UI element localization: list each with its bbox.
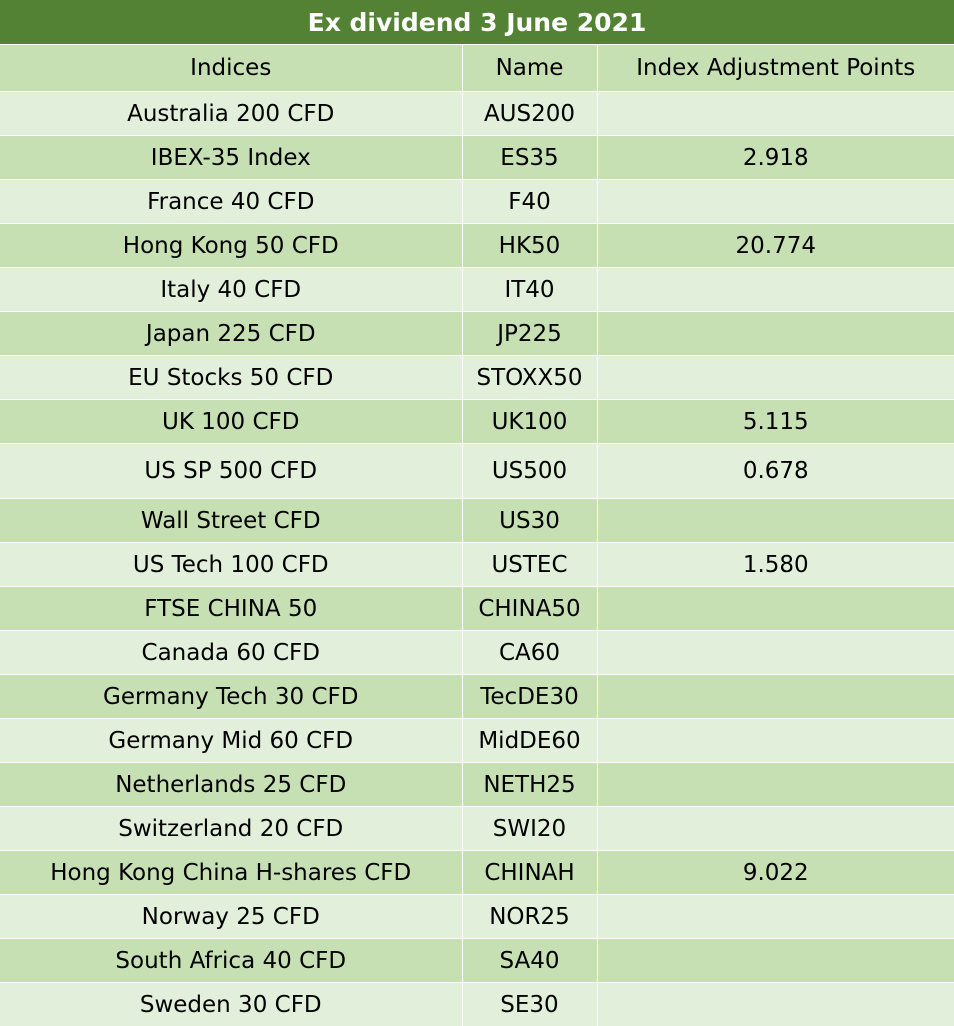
dividend-table: Indices Name Index Adjustment Points Aus…: [0, 45, 954, 1026]
table-row: US Tech 100 CFD USTEC 1.580: [0, 542, 954, 587]
symbol-cell: NOR25: [462, 894, 598, 939]
table-row: Sweden 30 CFD SE30: [0, 982, 954, 1026]
symbol-cell: CA60: [462, 630, 598, 675]
column-header-adjustment-points: Index Adjustment Points: [597, 45, 954, 92]
adjustment-points-cell: [597, 630, 954, 675]
adjustment-points-cell: 5.115: [597, 399, 954, 444]
symbol-cell: MidDE60: [462, 718, 598, 763]
symbol-cell: USTEC: [462, 542, 598, 587]
index-cell: Netherlands 25 CFD: [0, 762, 463, 807]
adjustment-points-cell: [597, 762, 954, 807]
adjustment-points-cell: [597, 355, 954, 400]
adjustment-points-cell: [597, 806, 954, 851]
index-cell: Japan 225 CFD: [0, 311, 463, 356]
adjustment-points-cell: 0.678: [597, 443, 954, 499]
adjustment-points-cell: [597, 586, 954, 631]
table-row: EU Stocks 50 CFD STOXX50: [0, 355, 954, 400]
table-row: Netherlands 25 CFD NETH25: [0, 762, 954, 807]
table-row: US SP 500 CFD US500 0.678: [0, 443, 954, 499]
index-cell: FTSE CHINA 50: [0, 586, 463, 631]
symbol-cell: ES35: [462, 135, 598, 180]
table-row: IBEX-35 Index ES35 2.918: [0, 135, 954, 180]
symbol-cell: TecDE30: [462, 674, 598, 719]
table-row: Hong Kong 50 CFD HK50 20.774: [0, 223, 954, 268]
index-cell: US Tech 100 CFD: [0, 542, 463, 587]
table-row: France 40 CFD F40: [0, 179, 954, 224]
adjustment-points-cell: [597, 982, 954, 1026]
symbol-cell: AUS200: [462, 91, 598, 136]
symbol-cell: SWI20: [462, 806, 598, 851]
table-row: Norway 25 CFD NOR25: [0, 894, 954, 939]
column-header-indices: Indices: [0, 45, 463, 92]
index-cell: Germany Mid 60 CFD: [0, 718, 463, 763]
index-cell: Sweden 30 CFD: [0, 982, 463, 1026]
adjustment-points-cell: [597, 674, 954, 719]
table-row: Australia 200 CFD AUS200: [0, 91, 954, 136]
index-cell: Australia 200 CFD: [0, 91, 463, 136]
adjustment-points-cell: [597, 91, 954, 136]
index-cell: Hong Kong China H-shares CFD: [0, 850, 463, 895]
adjustment-points-cell: [597, 718, 954, 763]
index-cell: Switzerland 20 CFD: [0, 806, 463, 851]
symbol-cell: IT40: [462, 267, 598, 312]
adjustment-points-cell: [597, 938, 954, 983]
adjustment-points-cell: 20.774: [597, 223, 954, 268]
index-cell: Canada 60 CFD: [0, 630, 463, 675]
symbol-cell: SA40: [462, 938, 598, 983]
symbol-cell: HK50: [462, 223, 598, 268]
adjustment-points-cell: [597, 894, 954, 939]
table-row: Canada 60 CFD CA60: [0, 630, 954, 675]
symbol-cell: JP225: [462, 311, 598, 356]
symbol-cell: F40: [462, 179, 598, 224]
table-row: Hong Kong China H-shares CFD CHINAH 9.02…: [0, 850, 954, 895]
symbol-cell: US30: [462, 498, 598, 543]
index-cell: Italy 40 CFD: [0, 267, 463, 312]
adjustment-points-cell: [597, 311, 954, 356]
table-title: Ex dividend 3 June 2021: [0, 0, 954, 45]
adjustment-points-cell: [597, 498, 954, 543]
index-cell: Hong Kong 50 CFD: [0, 223, 463, 268]
adjustment-points-cell: 9.022: [597, 850, 954, 895]
symbol-cell: CHINA50: [462, 586, 598, 631]
table-row: Germany Tech 30 CFD TecDE30: [0, 674, 954, 719]
table-row: Italy 40 CFD IT40: [0, 267, 954, 312]
index-cell: IBEX-35 Index: [0, 135, 463, 180]
table-row: South Africa 40 CFD SA40: [0, 938, 954, 983]
index-cell: Norway 25 CFD: [0, 894, 463, 939]
symbol-cell: SE30: [462, 982, 598, 1026]
table-row: UK 100 CFD UK100 5.115: [0, 399, 954, 444]
index-cell: UK 100 CFD: [0, 399, 463, 444]
column-header-name: Name: [462, 45, 598, 92]
header-row: Indices Name Index Adjustment Points: [0, 45, 954, 92]
symbol-cell: STOXX50: [462, 355, 598, 400]
index-cell: US SP 500 CFD: [0, 443, 463, 499]
index-cell: EU Stocks 50 CFD: [0, 355, 463, 400]
adjustment-points-cell: [597, 267, 954, 312]
table-row: FTSE CHINA 50 CHINA50: [0, 586, 954, 631]
symbol-cell: UK100: [462, 399, 598, 444]
index-cell: France 40 CFD: [0, 179, 463, 224]
symbol-cell: CHINAH: [462, 850, 598, 895]
adjustment-points-cell: 1.580: [597, 542, 954, 587]
table-row: Switzerland 20 CFD SWI20: [0, 806, 954, 851]
index-cell: Germany Tech 30 CFD: [0, 674, 463, 719]
adjustment-points-cell: 2.918: [597, 135, 954, 180]
table-row: Germany Mid 60 CFD MidDE60: [0, 718, 954, 763]
symbol-cell: US500: [462, 443, 598, 499]
index-cell: South Africa 40 CFD: [0, 938, 463, 983]
index-cell: Wall Street CFD: [0, 498, 463, 543]
table-row: Wall Street CFD US30: [0, 498, 954, 543]
table-row: Japan 225 CFD JP225: [0, 311, 954, 356]
symbol-cell: NETH25: [462, 762, 598, 807]
adjustment-points-cell: [597, 179, 954, 224]
